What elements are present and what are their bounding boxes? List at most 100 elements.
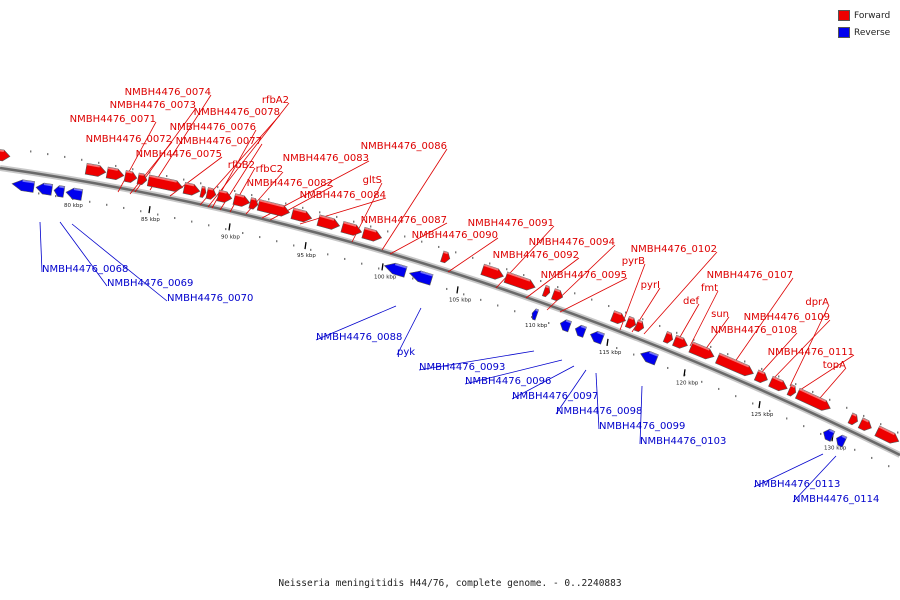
leader-line	[207, 102, 290, 208]
leader-line	[792, 455, 837, 503]
gene-body	[640, 351, 659, 366]
gene-body	[480, 263, 504, 280]
reverse-strand-dot	[497, 304, 499, 307]
forward-strand-dot	[166, 175, 168, 178]
gene-label: NMBH4476_0071	[70, 114, 156, 125]
forward-gene	[84, 162, 107, 177]
forward-gene	[123, 170, 138, 183]
forward-strand-dot	[727, 353, 729, 356]
gene-label: rfbA2	[262, 95, 289, 106]
forward-strand-dot	[778, 375, 780, 378]
forward-strand-dot	[846, 406, 848, 409]
gene-label: NMBH4476_0088	[316, 332, 402, 343]
forward-strand-dot	[149, 171, 151, 174]
gene-label: NMBH4476_0073	[110, 100, 196, 111]
axis-tick-label: 120 kbp	[676, 380, 699, 386]
reverse-gene	[574, 324, 587, 338]
forward-gene	[256, 199, 290, 217]
forward-strand-dot	[829, 398, 831, 401]
reverse-strand-dot	[378, 267, 380, 270]
gene-label: NMBH4476_0098	[556, 406, 642, 417]
forward-gene	[610, 310, 626, 324]
gene-highlight	[545, 285, 550, 289]
gene-label: dprA	[805, 297, 829, 308]
gene-body	[65, 187, 84, 201]
forward-gene	[662, 331, 674, 344]
axis-tick-label: 80 kbp	[64, 203, 83, 209]
gene-highlight	[554, 288, 561, 293]
forward-gene	[182, 182, 201, 196]
gene-highlight	[420, 270, 434, 277]
axis-tick-label: 130 kbp	[824, 445, 847, 451]
gene-label: NMBH4476_0099	[599, 421, 685, 432]
reverse-strand-dot	[786, 417, 788, 420]
axis-tick-mark	[381, 263, 384, 271]
gene-highlight	[565, 319, 572, 324]
gene-highlight	[878, 425, 895, 436]
gene-body	[559, 319, 572, 333]
gene-body	[440, 250, 451, 264]
reverse-gene	[640, 351, 659, 366]
gene-body	[847, 412, 858, 426]
gene-body	[248, 197, 259, 210]
leader-line	[511, 365, 575, 400]
gene-label: rfbB2	[228, 160, 255, 171]
forward-strand-dot	[608, 305, 610, 308]
axis-tick-mark	[606, 338, 609, 346]
leader-line	[555, 369, 587, 415]
gene-label: NMBH4476_0090	[412, 230, 498, 241]
reverse-gene	[836, 434, 848, 448]
gene-body	[383, 262, 408, 278]
gene-features	[0, 148, 900, 448]
gene-highlight	[851, 412, 857, 417]
gene-label: NMBH4476_0086	[361, 141, 447, 152]
gene-body	[503, 271, 536, 291]
reverse-strand-dot	[463, 293, 465, 296]
reverse-gene	[590, 330, 605, 345]
reverse-strand-dot	[157, 213, 159, 216]
leader-line	[789, 304, 830, 387]
axis-ticks: 80 kbp 85 kbp 90 kbp 95 kbp 100 kbp 105 kbp 11…	[64, 191, 847, 451]
gene-highlight	[293, 208, 307, 214]
axis-tick-mark	[758, 401, 761, 409]
gene-body	[361, 226, 383, 242]
gene-label: def	[683, 296, 700, 307]
gene-label: NMBH4476_0074	[125, 87, 211, 98]
reverse-strand-dot	[701, 380, 703, 383]
reverse-strand-dot	[667, 366, 669, 369]
forward-strand-dot	[472, 256, 474, 259]
gene-body	[633, 319, 645, 333]
gene-highlight	[73, 188, 83, 192]
gene-highlight	[790, 384, 796, 388]
reverse-strand-dot	[361, 262, 363, 265]
forward-strand-dot	[693, 338, 695, 341]
gene-label: NMBH4476_0072	[86, 134, 172, 145]
gene-label: NMBH4476_0076	[170, 122, 256, 133]
reverse-strand-dot	[242, 232, 244, 235]
gene-highlight	[59, 185, 65, 189]
leader-line	[639, 385, 643, 445]
gene-highlight	[149, 174, 177, 183]
gene-highlight	[138, 172, 145, 176]
gene-label: NMBH4476_0111	[768, 347, 854, 358]
forward-strand-dot	[251, 194, 253, 197]
forward-strand-dot	[200, 182, 202, 185]
gene-body	[753, 369, 768, 383]
gene-body	[610, 310, 626, 324]
reverse-strand-dot	[446, 287, 448, 290]
reverse-strand-dot	[616, 347, 618, 350]
forward-swatch	[838, 10, 850, 21]
gene-label: NMBH4476_0083	[283, 153, 369, 164]
forward-strand-dot	[642, 318, 644, 321]
gene-body	[205, 187, 217, 200]
gene-highlight	[841, 435, 847, 439]
forward-gene	[715, 352, 754, 377]
gene-label: NMBH4476_0070	[167, 293, 253, 304]
forward-strand-dot	[710, 345, 712, 348]
leader-line	[396, 307, 422, 356]
reverse-strand-dot	[871, 456, 873, 459]
gene-body	[662, 331, 674, 344]
gene-body	[0, 148, 11, 162]
forward-gene	[768, 375, 788, 392]
